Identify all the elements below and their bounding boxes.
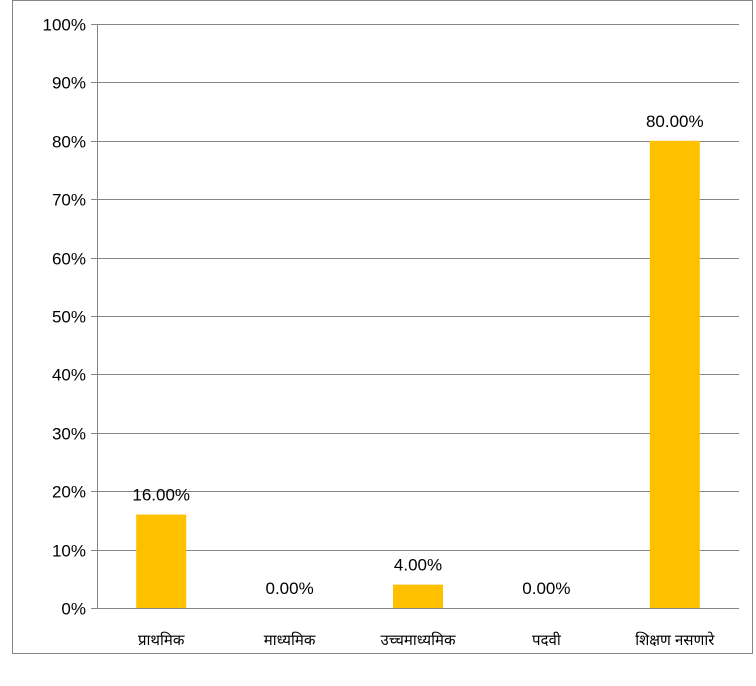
y-tick-label: 90% xyxy=(52,74,86,93)
y-tick-label: 20% xyxy=(52,483,86,502)
y-tick-label: 80% xyxy=(52,133,86,152)
y-tick-label: 0% xyxy=(61,600,86,619)
y-axis: 0% 10% 20% 30% 40% 50% 60% 70% 80% 90% 100% xyxy=(43,16,98,619)
data-label: 80.00% xyxy=(646,112,704,131)
y-tick-label: 100% xyxy=(43,16,86,35)
x-tick-label: माध्यमिक xyxy=(264,631,316,649)
chart-border xyxy=(12,0,753,654)
x-axis: प्राथमिक माध्यमिक उच्चमाध्यमिक पदवी शिक्षण न… xyxy=(138,631,715,649)
bars xyxy=(136,140,700,609)
x-tick-label: उच्चमाध्यमिक xyxy=(381,631,456,649)
data-label: 16.00% xyxy=(132,486,190,505)
y-tick-label: 60% xyxy=(52,250,86,269)
bar xyxy=(136,514,187,608)
y-tick-label: 50% xyxy=(52,308,86,327)
x-tick-label: शिक्षण नसणारे xyxy=(635,631,715,649)
data-label: 4.00% xyxy=(394,556,442,575)
data-label: 0.00% xyxy=(522,579,570,598)
gridlines xyxy=(97,24,739,609)
y-tick-label: 40% xyxy=(52,366,86,385)
y-tick-label: 10% xyxy=(52,542,86,561)
data-label: 0.00% xyxy=(265,579,313,598)
y-tick-label: 30% xyxy=(52,425,86,444)
x-tick-label: प्राथमिक xyxy=(138,631,185,649)
x-tick-label: पदवी xyxy=(532,631,562,649)
bar xyxy=(393,584,443,608)
y-tick-label: 70% xyxy=(52,191,86,210)
data-labels: 16.00% 0.00% 4.00% 0.00% 80.00% xyxy=(132,112,703,598)
bar xyxy=(649,140,700,609)
